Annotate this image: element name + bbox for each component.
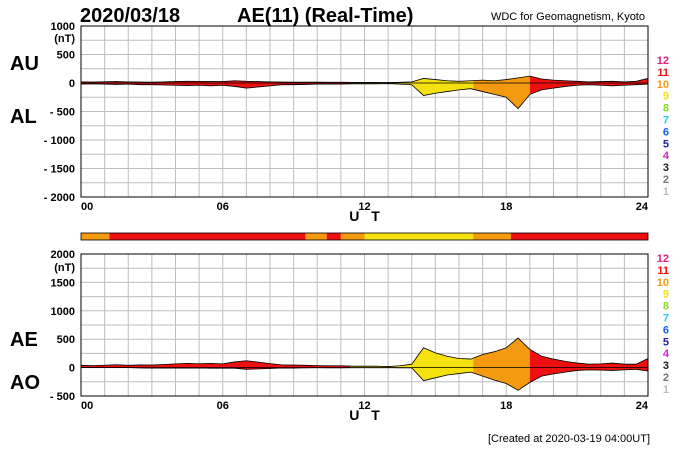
station-count-color-bar bbox=[80, 232, 649, 241]
x-tick-label: 00 bbox=[81, 201, 93, 213]
upper-index-label: AU bbox=[10, 53, 39, 75]
x-axis-label: U T bbox=[349, 407, 384, 423]
upper-index-label: AE bbox=[10, 329, 38, 351]
y-tick-label: - 1000 bbox=[44, 135, 75, 147]
color-bar-segment bbox=[305, 233, 327, 240]
legend-item: 5 bbox=[663, 336, 669, 348]
index-fill-segment bbox=[81, 80, 351, 89]
legend-item: 4 bbox=[663, 348, 670, 360]
legend-item: 9 bbox=[663, 289, 669, 301]
legend-item: 11 bbox=[657, 67, 669, 79]
chart-title: AE(11) (Real-Time) bbox=[237, 5, 413, 27]
legend-item: 9 bbox=[663, 91, 669, 103]
legend-item: 2 bbox=[663, 372, 669, 384]
legend-item: 8 bbox=[663, 103, 669, 115]
legend-item: 2 bbox=[663, 174, 669, 186]
legend-item: 12 bbox=[657, 253, 669, 265]
color-bar-segment bbox=[340, 233, 365, 240]
series-line-al bbox=[80, 83, 649, 110]
x-tick-label: 24 bbox=[636, 400, 649, 412]
legend-item: 12 bbox=[657, 55, 669, 67]
x-tick-label: 06 bbox=[217, 400, 229, 412]
legend-item: 4 bbox=[663, 150, 670, 162]
y-tick-label: 1500 bbox=[51, 277, 75, 289]
x-tick-label: 18 bbox=[500, 201, 512, 213]
series-line-ae bbox=[80, 337, 649, 367]
x-tick-label: 00 bbox=[81, 400, 93, 412]
color-bar-segment bbox=[326, 233, 341, 240]
legend-item: 10 bbox=[657, 277, 669, 289]
date-title: 2020/03/18 bbox=[80, 5, 180, 27]
color-bar-segment bbox=[364, 233, 474, 240]
plot-frame bbox=[80, 253, 649, 397]
y-tick-label: 500 bbox=[57, 50, 75, 62]
color-bar-segment bbox=[473, 233, 511, 240]
legend-item: 1 bbox=[663, 186, 669, 198]
x-axis-label: U T bbox=[349, 208, 384, 224]
lower-index-label: AL bbox=[10, 106, 37, 128]
color-bar-frame bbox=[80, 232, 649, 241]
legend-item: 11 bbox=[657, 265, 669, 277]
x-tick-label: 06 bbox=[217, 201, 229, 213]
x-tick-label: 12 bbox=[358, 201, 370, 213]
y-tick-label: 0 bbox=[69, 363, 75, 375]
legend-item: 7 bbox=[663, 115, 669, 127]
legend-item: 10 bbox=[657, 79, 669, 91]
legend-item: 5 bbox=[663, 138, 669, 150]
index-fill-segment bbox=[81, 360, 351, 370]
series-line-au bbox=[80, 75, 649, 83]
plot-frame bbox=[80, 25, 649, 198]
y-unit-label: (nT) bbox=[54, 262, 75, 274]
lower-index-label: AO bbox=[10, 372, 40, 394]
color-bar-segment bbox=[81, 233, 110, 240]
y-tick-label: - 1500 bbox=[44, 164, 75, 176]
x-tick-label: 18 bbox=[500, 400, 512, 412]
legend-item: 6 bbox=[663, 324, 669, 336]
index-fill-segment bbox=[529, 349, 648, 383]
y-tick-label: 2000 bbox=[51, 249, 75, 261]
y-tick-label: 1000 bbox=[51, 306, 75, 318]
legend-item: 8 bbox=[663, 301, 669, 313]
legend-item: 1 bbox=[663, 384, 669, 396]
y-tick-label: - 500 bbox=[50, 107, 75, 119]
legend-item: 3 bbox=[663, 162, 669, 174]
y-tick-label: 0 bbox=[69, 78, 75, 90]
y-tick-label: - 2000 bbox=[44, 192, 75, 204]
legend-item: 6 bbox=[663, 126, 669, 138]
y-tick-label: 500 bbox=[57, 334, 75, 346]
legend-item: 3 bbox=[663, 360, 669, 372]
index-fill-segment bbox=[473, 76, 530, 109]
ae-ao-panel: 2000 1500 1000 500 0 - 500 (nT) 00 06 12 18 24 U T AE… bbox=[10, 249, 649, 423]
x-tick-label: 12 bbox=[358, 400, 370, 412]
created-timestamp: [Created at 2020-03-19 04:00UT] bbox=[488, 433, 650, 445]
index-fill-segment bbox=[473, 338, 530, 391]
au-al-panel: 1000 500 0 - 500 - 1000 - 1500 - 2000 (nT) 00 06 1… bbox=[10, 21, 649, 224]
y-unit-label: (nT) bbox=[54, 33, 75, 45]
x-tick-label: 24 bbox=[636, 201, 649, 213]
y-tick-label: - 500 bbox=[50, 391, 75, 403]
y-tick-label: 1000 bbox=[51, 21, 75, 33]
legend-item: 7 bbox=[663, 313, 669, 325]
organization-label: WDC for Geomagnetism, Kyoto bbox=[491, 11, 645, 23]
color-bar-segment bbox=[109, 233, 306, 240]
color-bar-segment bbox=[510, 233, 648, 240]
